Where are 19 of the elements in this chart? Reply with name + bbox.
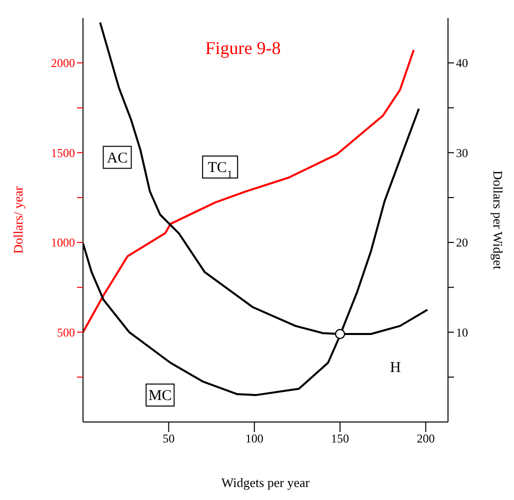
y-axis-title: Dollars/ year [10, 186, 26, 254]
y2-axis-title: Dollars per Widget [490, 170, 506, 270]
y-tick-label: 500 [57, 325, 75, 340]
annotation: H [390, 360, 401, 377]
y-tick-label: 1000 [51, 236, 75, 250]
x-tick-label: 50 [162, 432, 175, 446]
x-tick-label: 200 [416, 432, 435, 446]
y2-tick-label: 30 [456, 146, 468, 160]
y2-tick-label: 10 [456, 325, 468, 340]
x-tick-label: 150 [331, 432, 350, 446]
y-tick-label: 1500 [51, 146, 75, 160]
x-tick-label: 100 [245, 432, 264, 446]
x-axis-title: Widgets per year [221, 475, 310, 490]
text: Figure 9-8 [205, 38, 281, 58]
y2-tick-label: 20 [456, 236, 468, 250]
y2-tick-label: 40 [456, 56, 468, 70]
annotation: MC [148, 388, 172, 404]
annotation: AC [106, 150, 128, 166]
y-tick-label: 2000 [51, 56, 75, 70]
